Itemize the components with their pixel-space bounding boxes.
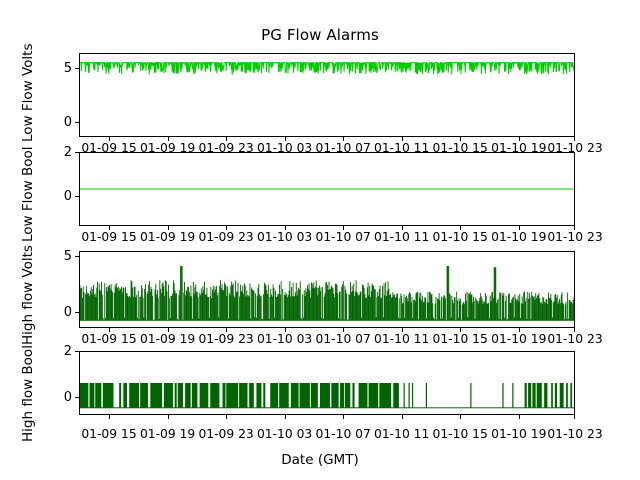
xtick-label: 01-10 11	[374, 141, 430, 155]
xtick-label: 01-10 03	[256, 332, 313, 346]
ytick-mark-panel-4-2	[75, 351, 79, 353]
high-flow-volts-trace	[80, 266, 574, 321]
xtick-label: 01-10 23	[547, 141, 603, 155]
xtick-label: 01-09 19	[139, 427, 196, 441]
ytick-label-panel-4-2: 2	[63, 344, 72, 359]
xtick-label: 01-10 23	[547, 230, 603, 244]
xtick-label: 01-09 15	[81, 141, 137, 155]
high-flow-bool-trace	[80, 383, 574, 409]
plot-panel-low-flow-bool[interactable]	[79, 152, 575, 226]
ytick-label-panel-4-0: 0	[63, 390, 72, 405]
xtick-label: 01-10 23	[547, 332, 603, 346]
ytick-mark-panel-1-5	[75, 68, 79, 70]
xaxis-label: Date (GMT)	[281, 452, 359, 468]
xtick-label: 01-10 15	[432, 427, 488, 441]
xtick-label: 01-10 07	[315, 427, 371, 441]
xtick-label: 01-09 15	[81, 230, 137, 244]
low-flow-bool-trace	[80, 188, 574, 190]
ytick-label-panel-3-5: 5	[63, 249, 72, 264]
low-flow-volts-trace	[80, 60, 574, 75]
ytick-mark-panel-2-2	[75, 152, 79, 154]
xtick-label: 01-09 15	[81, 332, 137, 346]
ytick-mark-panel-4-0	[75, 397, 79, 399]
xtick-labels-panel-1: 01-09 15 01-09 19 01-09 23 01-10 03 01-1…	[79, 141, 602, 159]
plot-panel-high-flow-volts[interactable]	[79, 251, 575, 328]
xtick-label: 01-10 07	[315, 332, 371, 346]
xtick-marks-panel-4	[79, 415, 575, 419]
xtick-label: 01-09 15	[81, 427, 137, 441]
xtick-label: 01-09 19	[139, 141, 196, 155]
ytick-mark-panel-3-0	[75, 312, 79, 314]
ytick-label-panel-3-0: 0	[63, 305, 72, 320]
xtick-label: 01-10 15	[432, 332, 488, 346]
xtick-label: 01-10 03	[256, 141, 313, 155]
xtick-label: 01-10 15	[432, 141, 488, 155]
xtick-label: 01-09 23	[198, 230, 254, 244]
xtick-label: 01-09 23	[198, 141, 254, 155]
xtick-marks-panel-1	[79, 137, 575, 141]
xtick-label: 01-10 15	[432, 230, 488, 244]
xtick-labels-panel-4: 01-09 15 01-09 19 01-09 23 01-10 03 01-1…	[79, 427, 602, 445]
ytick-mark-panel-2-0	[75, 196, 79, 198]
xtick-label: 01-10 11	[374, 427, 430, 441]
xtick-label: 01-10 11	[374, 230, 430, 244]
xtick-label: 01-09 19	[139, 332, 196, 346]
xtick-label: 01-10 07	[315, 230, 371, 244]
ytick-label-panel-1-5: 5	[63, 61, 72, 76]
xtick-label: 01-10 19	[491, 141, 547, 155]
ytick-mark-panel-3-5	[75, 256, 79, 258]
xtick-labels-panel-3: 01-09 15 01-09 19 01-09 23 01-10 03 01-1…	[79, 332, 602, 350]
xtick-labels-panel-2: 01-09 15 01-09 19 01-09 23 01-10 03 01-1…	[79, 230, 602, 248]
xtick-label: 01-09 23	[198, 427, 254, 441]
ytick-label-panel-2-0: 0	[63, 189, 72, 204]
xtick-label: 01-10 19	[491, 230, 547, 244]
xtick-label: 01-10 19	[491, 332, 547, 346]
xtick-label: 01-10 19	[491, 427, 547, 441]
xtick-label: 01-10 03	[256, 230, 313, 244]
ytick-mark-panel-1-0	[75, 122, 79, 124]
xtick-marks-panel-3	[79, 328, 575, 332]
xtick-label: 01-10 11	[374, 332, 430, 346]
xtick-label: 01-10 03	[256, 427, 313, 441]
xtick-label: 01-10 23	[547, 427, 603, 441]
plot-panel-high-flow-bool[interactable]	[79, 351, 575, 415]
ytick-label-panel-1-0: 0	[63, 115, 72, 130]
xtick-label: 01-10 07	[315, 141, 371, 155]
xtick-label: 01-09 23	[198, 332, 254, 346]
ytick-label-panel-2-2: 2	[63, 145, 72, 160]
xtick-marks-panel-2	[79, 226, 575, 230]
xtick-label: 01-09 19	[139, 230, 196, 244]
plot-panel-low-flow-volts[interactable]	[79, 53, 575, 137]
page-title: PG Flow Alarms	[261, 26, 379, 44]
